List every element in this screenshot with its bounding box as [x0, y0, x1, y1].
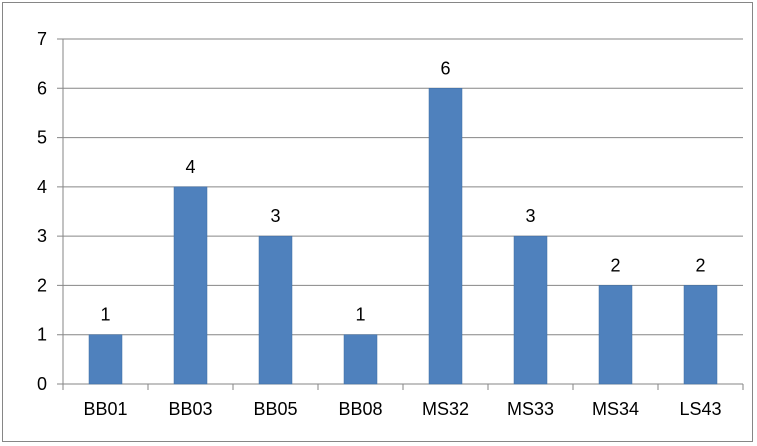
- y-tick-label-4: 4: [37, 177, 47, 197]
- x-tick-label-BB05: BB05: [253, 399, 297, 419]
- bar-chart: 0 1 2 3 4 5 6 7 1 BB01 4 BB03 3 BB05 1 BB08 6 MS32 3 MS33 2 M…: [37, 29, 744, 419]
- data-label-MS33: 3: [525, 206, 535, 226]
- bar-BB03: [173, 186, 208, 385]
- y-tick-label-7: 7: [37, 29, 47, 49]
- y-tick-label-5: 5: [37, 128, 47, 148]
- data-label-MS34: 2: [610, 255, 620, 275]
- x-tick-label-MS33: MS33: [507, 399, 554, 419]
- bar-BB05: [258, 235, 293, 385]
- data-label-LS43: 2: [695, 255, 705, 275]
- chart-frame: 0 1 2 3 4 5 6 7 1 BB01 4 BB03 3 BB05 1 BB08 6 MS32 3 MS33 2 M…: [2, 2, 753, 442]
- data-label-BB05: 3: [270, 206, 280, 226]
- bar-LS43: [683, 285, 718, 385]
- x-tick-label-BB01: BB01: [83, 399, 127, 419]
- data-label-BB08: 1: [355, 305, 365, 325]
- y-tick-label-1: 1: [37, 325, 47, 345]
- y-tick-label-3: 3: [37, 226, 47, 246]
- x-tick-label-LS43: LS43: [679, 399, 721, 419]
- data-label-MS32: 6: [440, 58, 450, 78]
- y-tick-label-6: 6: [37, 78, 47, 98]
- bar-BB01: [88, 334, 123, 385]
- data-label-BB03: 4: [185, 157, 195, 177]
- bar-MS33: [513, 235, 548, 385]
- y-tick-label-2: 2: [37, 275, 47, 295]
- bar-BB08: [343, 334, 378, 385]
- bar-MS34: [598, 285, 633, 385]
- x-tick-label-BB03: BB03: [168, 399, 212, 419]
- data-label-BB01: 1: [100, 305, 110, 325]
- bar-MS32: [428, 88, 463, 385]
- x-tick-label-MS32: MS32: [422, 399, 469, 419]
- x-tick-label-BB08: BB08: [338, 399, 382, 419]
- x-tick-label-MS34: MS34: [592, 399, 639, 419]
- y-tick-label-0: 0: [37, 374, 47, 394]
